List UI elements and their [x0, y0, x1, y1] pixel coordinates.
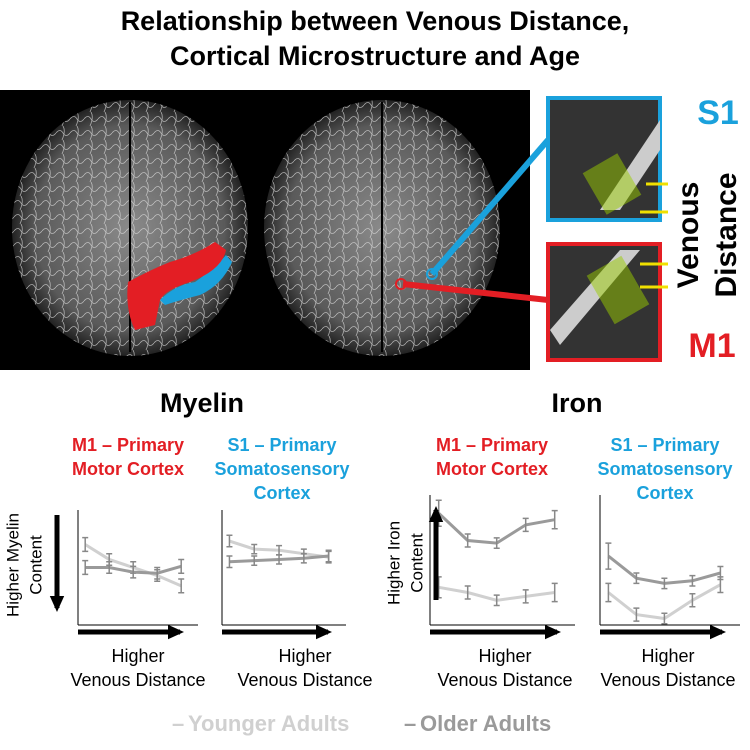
- chart-title: Motor Cortex: [72, 459, 184, 479]
- m1-connector: [402, 281, 549, 303]
- x-axis-label: Higher: [478, 646, 531, 666]
- error-bar: [661, 612, 668, 625]
- error-bar: [82, 536, 89, 553]
- error-bar: [464, 585, 471, 600]
- error-bar: [226, 555, 233, 569]
- chart-title: M1 – Primary: [436, 435, 548, 455]
- error-bar: [464, 533, 471, 548]
- legend-entry: Younger Adults: [188, 711, 349, 736]
- x-axis-label: Higher: [111, 646, 164, 666]
- venous-distance-label: Distance: [710, 172, 743, 297]
- error-bar: [276, 554, 283, 565]
- y-axis-label: Content: [407, 533, 426, 593]
- arrow-head: [710, 624, 726, 640]
- legend-entry: Older Adults: [420, 711, 551, 736]
- error-bar: [493, 537, 500, 550]
- figure-title: Cortical Microstructure and Age: [170, 41, 580, 71]
- error-bar: [226, 534, 233, 548]
- m1-point: [395, 278, 407, 290]
- error-bar: [106, 561, 113, 574]
- error-bar: [325, 549, 332, 563]
- error-bar: [154, 566, 161, 580]
- chart-title: Somatosensory: [214, 459, 349, 479]
- chart-title: S1 – Primary: [610, 435, 719, 455]
- arrow-head: [168, 624, 184, 640]
- y-axis-label: Higher Iron: [384, 521, 403, 605]
- chart-title: Somatosensory: [597, 459, 732, 479]
- error-bar: [661, 577, 668, 590]
- figure-title: Relationship between Venous Distance,: [121, 6, 630, 36]
- error-bar: [689, 593, 696, 608]
- error-bar: [551, 509, 558, 530]
- error-bar: [178, 558, 185, 574]
- error-bar: [130, 565, 137, 579]
- error-bar: [251, 555, 258, 566]
- x-axis-label: Venous Distance: [600, 670, 735, 690]
- m1-label: M1: [688, 327, 735, 365]
- s1-connector: [429, 138, 551, 276]
- inset-roi: [582, 153, 642, 215]
- error-bar: [605, 582, 612, 603]
- legend-dash: –: [172, 711, 184, 736]
- error-bar: [605, 542, 612, 570]
- arrow-head: [428, 506, 444, 522]
- error-bar: [522, 589, 529, 604]
- error-bar: [82, 559, 89, 576]
- venous-distance-label: Venous: [672, 182, 705, 289]
- chart-title: Motor Cortex: [436, 459, 548, 479]
- m1-region: [127, 242, 226, 330]
- chart-title: S1 – Primary: [227, 435, 336, 455]
- error-bar: [300, 552, 307, 564]
- error-bar: [493, 594, 500, 607]
- arrow-head: [49, 596, 65, 612]
- chart-title: M1 – Primary: [72, 435, 184, 455]
- s1-label: S1: [697, 94, 739, 132]
- arrow-head: [316, 624, 332, 640]
- y-axis-label: Content: [26, 535, 45, 595]
- error-bar: [251, 543, 258, 555]
- error-bar: [551, 582, 558, 603]
- arrow-head: [545, 624, 561, 640]
- error-bar: [717, 565, 724, 581]
- chart-title: Cortex: [253, 483, 310, 503]
- error-bar: [633, 607, 640, 622]
- error-bar: [522, 517, 529, 533]
- error-bar: [689, 574, 696, 587]
- y-axis-label: Higher Myelin: [3, 513, 22, 617]
- x-axis-label: Venous Distance: [437, 670, 572, 690]
- error-bar: [633, 572, 640, 585]
- s1-point: [426, 268, 438, 280]
- chart-title: Cortex: [636, 483, 693, 503]
- legend-dash: –: [404, 711, 416, 736]
- x-axis-label: Higher: [641, 646, 694, 666]
- inset-roi: [586, 255, 650, 325]
- x-axis-label: Higher: [278, 646, 331, 666]
- section-title: Myelin: [160, 388, 244, 418]
- x-axis-label: Venous Distance: [70, 670, 205, 690]
- error-bar: [178, 578, 185, 594]
- x-axis-label: Venous Distance: [237, 670, 372, 690]
- section-title: Iron: [552, 388, 603, 418]
